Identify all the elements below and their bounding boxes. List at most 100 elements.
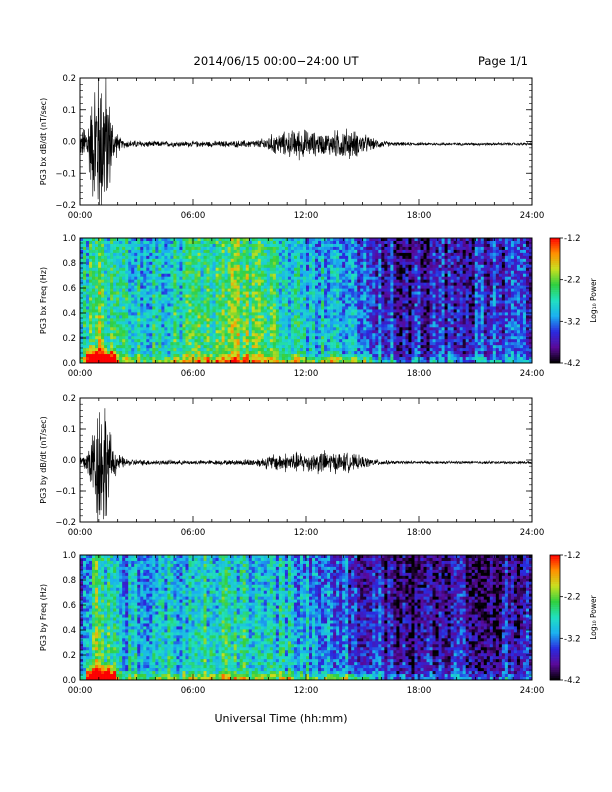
heatmap-cell — [219, 262, 222, 265]
heatmap-cell — [336, 289, 339, 292]
heatmap-cell — [387, 268, 390, 271]
heatmap-cell — [231, 247, 234, 250]
heatmap-cell — [360, 259, 363, 262]
heatmap-cell — [149, 336, 152, 339]
heatmap-cell — [83, 354, 86, 357]
heatmap-cell — [164, 327, 167, 330]
heatmap-cell — [342, 274, 345, 277]
heatmap-cell — [264, 357, 267, 360]
heatmap-cell — [396, 241, 399, 244]
heatmap-cell — [405, 312, 408, 315]
heatmap-cell — [381, 333, 384, 336]
heatmap-cell — [252, 348, 255, 351]
heatmap-cell — [396, 324, 399, 327]
heatmap-cell — [414, 295, 417, 298]
heatmap-cell — [360, 274, 363, 277]
heatmap-cell — [303, 271, 306, 274]
heatmap-cell — [354, 277, 357, 280]
heatmap-cell — [119, 298, 122, 301]
heatmap-cell — [387, 333, 390, 336]
heatmap-cell — [282, 348, 285, 351]
heatmap-cell — [234, 354, 237, 357]
heatmap-cell — [95, 295, 98, 298]
heatmap-cell — [309, 268, 312, 271]
heatmap-cell — [249, 301, 252, 304]
heatmap-cell — [342, 301, 345, 304]
heatmap-cell — [173, 298, 176, 301]
heatmap-cell — [179, 259, 182, 262]
heatmap-cell — [125, 327, 128, 330]
heatmap-cell — [98, 277, 101, 280]
heatmap-cell — [339, 303, 342, 306]
heatmap-cell — [201, 277, 204, 280]
heatmap-cell — [122, 268, 125, 271]
heatmap-cell — [140, 303, 143, 306]
heatmap-cell — [357, 277, 360, 280]
heatmap-cell — [366, 339, 369, 342]
heatmap-cell — [279, 265, 282, 268]
heatmap-cell — [122, 333, 125, 336]
heatmap-cell — [336, 280, 339, 283]
heatmap-cell — [207, 262, 210, 265]
heatmap-cell — [179, 327, 182, 330]
heatmap-cell — [336, 298, 339, 301]
heatmap-cell — [225, 336, 228, 339]
heatmap-cell — [294, 357, 297, 360]
heatmap-cell — [164, 333, 167, 336]
heatmap-cell — [182, 271, 185, 274]
heatmap-cell — [273, 327, 276, 330]
heatmap-cell — [414, 241, 417, 244]
heatmap-cell — [255, 271, 258, 274]
heatmap-cell — [237, 286, 240, 289]
heatmap-cell — [321, 295, 324, 298]
heatmap-cell — [405, 268, 408, 271]
heatmap-cell — [143, 298, 146, 301]
heatmap-cell — [366, 309, 369, 312]
heatmap-cell — [336, 241, 339, 244]
heatmap-cell — [110, 312, 113, 315]
heatmap-cell — [372, 330, 375, 333]
heatmap-cell — [399, 259, 402, 262]
heatmap-cell — [264, 241, 267, 244]
heatmap-cell — [113, 268, 116, 271]
heatmap-cell — [113, 327, 116, 330]
heatmap-cell — [155, 333, 158, 336]
heatmap-cell — [285, 345, 288, 348]
heatmap-cell — [291, 277, 294, 280]
heatmap-cell — [113, 280, 116, 283]
heatmap-cell — [179, 244, 182, 247]
heatmap-cell — [201, 336, 204, 339]
heatmap-cell — [98, 256, 101, 259]
heatmap-cell — [164, 336, 167, 339]
heatmap-cell — [234, 277, 237, 280]
heatmap-cell — [427, 301, 430, 304]
heatmap-cell — [161, 250, 164, 253]
heatmap-cell — [119, 253, 122, 256]
heatmap-cell — [182, 301, 185, 304]
heatmap-cell — [279, 303, 282, 306]
heatmap-cell — [424, 295, 427, 298]
heatmap-cell — [83, 318, 86, 321]
heatmap-cell — [198, 348, 201, 351]
heatmap-cell — [330, 283, 333, 286]
heatmap-cell — [354, 253, 357, 256]
heatmap-cell — [125, 268, 128, 271]
heatmap-cell — [345, 306, 348, 309]
heatmap-cell — [110, 321, 113, 324]
heatmap-cell — [146, 244, 149, 247]
heatmap-cell — [131, 309, 134, 312]
heatmap-cell — [354, 262, 357, 265]
heatmap-cell — [255, 268, 258, 271]
heatmap-cell — [161, 247, 164, 250]
heatmap-cell — [270, 256, 273, 259]
heatmap-cell — [167, 306, 170, 309]
heatmap-cell — [164, 303, 167, 306]
heatmap-cell — [294, 262, 297, 265]
heatmap-cell — [306, 330, 309, 333]
heatmap-cell — [330, 327, 333, 330]
heatmap-cell — [107, 339, 110, 342]
heatmap-cell — [402, 315, 405, 318]
heatmap-cell — [309, 342, 312, 345]
heatmap-cell — [92, 283, 95, 286]
heatmap-cell — [137, 265, 140, 268]
